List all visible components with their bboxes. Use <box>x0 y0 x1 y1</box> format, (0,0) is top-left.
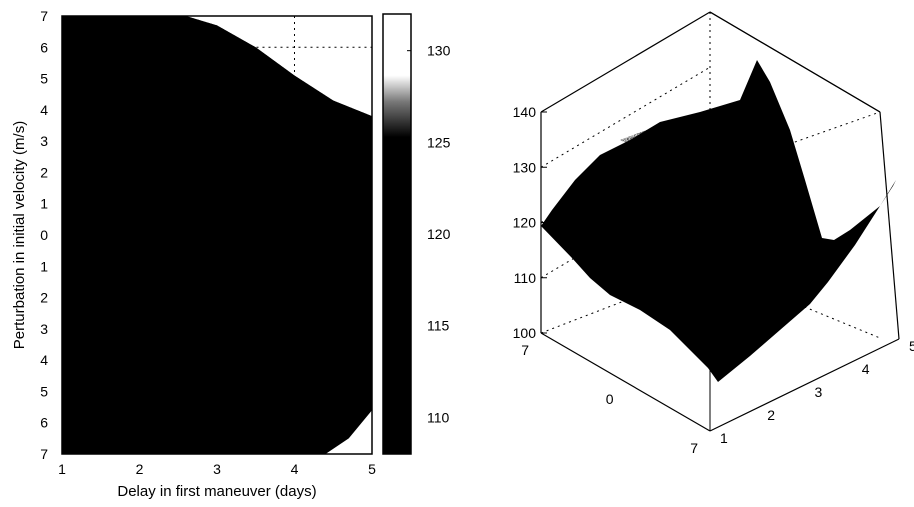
y-tick-label: 7 <box>40 8 48 24</box>
surface-y-tick-label: 7 <box>521 342 529 358</box>
y-tick-label: 3 <box>40 133 48 149</box>
colorbar-ticks: 130 125 120 115 110 <box>407 43 451 425</box>
surface-y-tick-label: 0 <box>606 391 614 407</box>
surface-chart: 100 110 120 130 140 1 2 3 4 5 7 0 7 <box>513 11 914 456</box>
y-tick-label: 5 <box>40 71 48 87</box>
surface-box-front <box>540 11 900 432</box>
surface-z-ticks: 100 110 120 130 140 <box>513 104 547 341</box>
surface-x-tick-label: 1 <box>720 430 728 446</box>
colorbar-tick-label: 125 <box>427 134 451 150</box>
heatmap-y-label: Perturbation in initial velocity (m/s) <box>11 121 28 349</box>
heatmap-x-label: Delay in first maneuver (days) <box>117 483 316 500</box>
y-tick-label: 4 <box>40 102 48 118</box>
z-tick-label: 120 <box>513 215 537 231</box>
heatmap-y-ticks: 7 6 5 4 3 2 1 0 1 2 3 4 5 6 7 <box>40 8 48 462</box>
y-tick-label: 1 <box>40 258 48 274</box>
y-tick-label: 1 <box>40 196 48 212</box>
light-region-top <box>186 16 372 117</box>
light-region-bottom <box>325 410 372 454</box>
surface-y-tick-label: 7 <box>690 440 698 456</box>
colorbar-tick-label: 110 <box>427 409 450 425</box>
y-tick-label: 3 <box>40 321 48 337</box>
x-tick-label: 2 <box>136 461 144 477</box>
surface-x-tick-label: 4 <box>862 361 870 377</box>
colorbar-tick-label: 120 <box>427 226 451 242</box>
surface-y-ticks: 7 0 7 <box>521 342 698 456</box>
heatmap-frame <box>61 15 373 455</box>
x-tick-label: 4 <box>291 461 299 477</box>
surface-speckle <box>620 62 760 150</box>
surface-x-tick-label: 3 <box>815 384 823 400</box>
y-tick-label: 6 <box>40 415 48 431</box>
x-tick-label: 3 <box>213 461 221 477</box>
z-tick-label: 100 <box>513 325 537 341</box>
y-tick-label: 5 <box>40 383 48 399</box>
surface-x-tick-label: 5 <box>909 338 914 354</box>
colorbar: 130 125 120 115 110 <box>382 13 451 455</box>
y-tick-label: 6 <box>40 39 48 55</box>
z-tick-label: 130 <box>513 159 537 175</box>
heatmap-chart: 1 2 3 4 5 7 6 5 4 3 2 1 0 1 2 3 4 5 6 7 Delay in first man… <box>11 8 376 500</box>
surface-grid-line <box>540 66 711 168</box>
surface-x-ticks: 1 2 3 4 5 <box>720 338 914 446</box>
surface-shape <box>541 60 896 382</box>
colorbar-gradient <box>383 14 411 454</box>
colorbar-tick-label: 115 <box>427 318 450 334</box>
z-tick-label: 110 <box>514 270 537 286</box>
y-tick-label: 4 <box>40 352 48 368</box>
surface-x-tick-label: 2 <box>767 407 775 423</box>
heatmap-grid <box>232 16 372 79</box>
x-tick-label: 5 <box>368 461 376 477</box>
colorbar-tick-label: 130 <box>427 43 451 59</box>
y-tick-label: 2 <box>40 164 48 180</box>
y-tick-label: 2 <box>40 290 48 306</box>
x-tick-label: 1 <box>58 461 66 477</box>
light-region-top-speckle <box>162 16 372 135</box>
y-tick-label: 0 <box>40 227 48 243</box>
y-tick-label: 7 <box>40 446 48 462</box>
heatmap-x-ticks: 1 2 3 4 5 <box>58 461 376 477</box>
z-tick-label: 140 <box>513 104 537 120</box>
